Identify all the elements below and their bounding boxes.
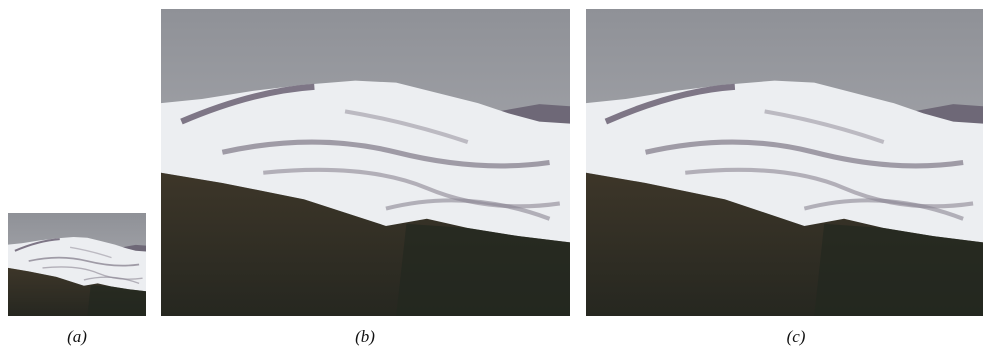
image-b: [161, 9, 570, 316]
caption-c: (c): [787, 327, 806, 346]
caption-a: (a): [67, 327, 87, 346]
caption-b: (b): [355, 327, 375, 346]
page: (a) (b) (c) (() => { const data = JSON.p…: [0, 0, 984, 349]
image-a: [8, 213, 146, 316]
figure: (a) (b) (c): [0, 0, 984, 349]
image-c: [586, 9, 983, 316]
